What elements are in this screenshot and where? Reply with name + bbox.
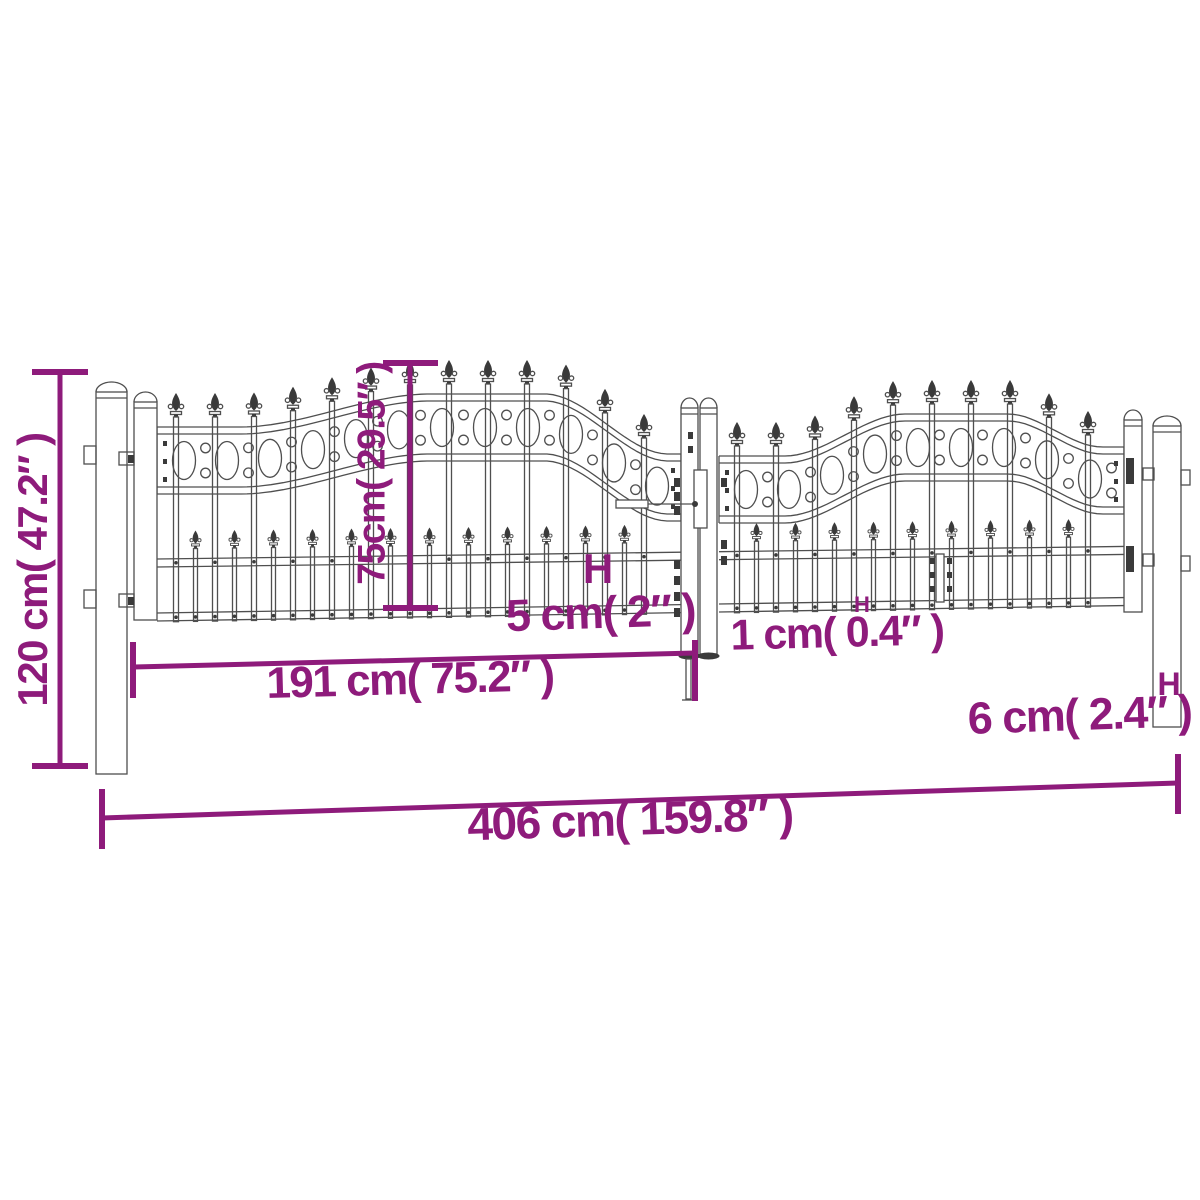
dim-post-width-marker: H — [1157, 666, 1181, 702]
dim-leaf-gap-marker: H — [854, 592, 870, 617]
dim-leaf-gap-label: 1 cm( 0.4″ ) — [729, 606, 945, 660]
dim-bar-spacing-label: 5 cm( 2″ ) — [505, 583, 696, 642]
dim-fence-height-label: 75cm( 29.5″ ) — [350, 362, 394, 585]
dim-bar-spacing-marker: H — [582, 545, 614, 592]
dim-post-width-label: 6 cm( 2.4″ ) — [966, 685, 1193, 744]
dim-total-height-label: 120 cm( 47.2″ ) — [9, 433, 56, 707]
dim-total-width-label: 406 cm( 159.8″ ) — [466, 787, 794, 851]
dim-leaf-width-label: 191 cm( 75.2″ ) — [265, 651, 555, 709]
